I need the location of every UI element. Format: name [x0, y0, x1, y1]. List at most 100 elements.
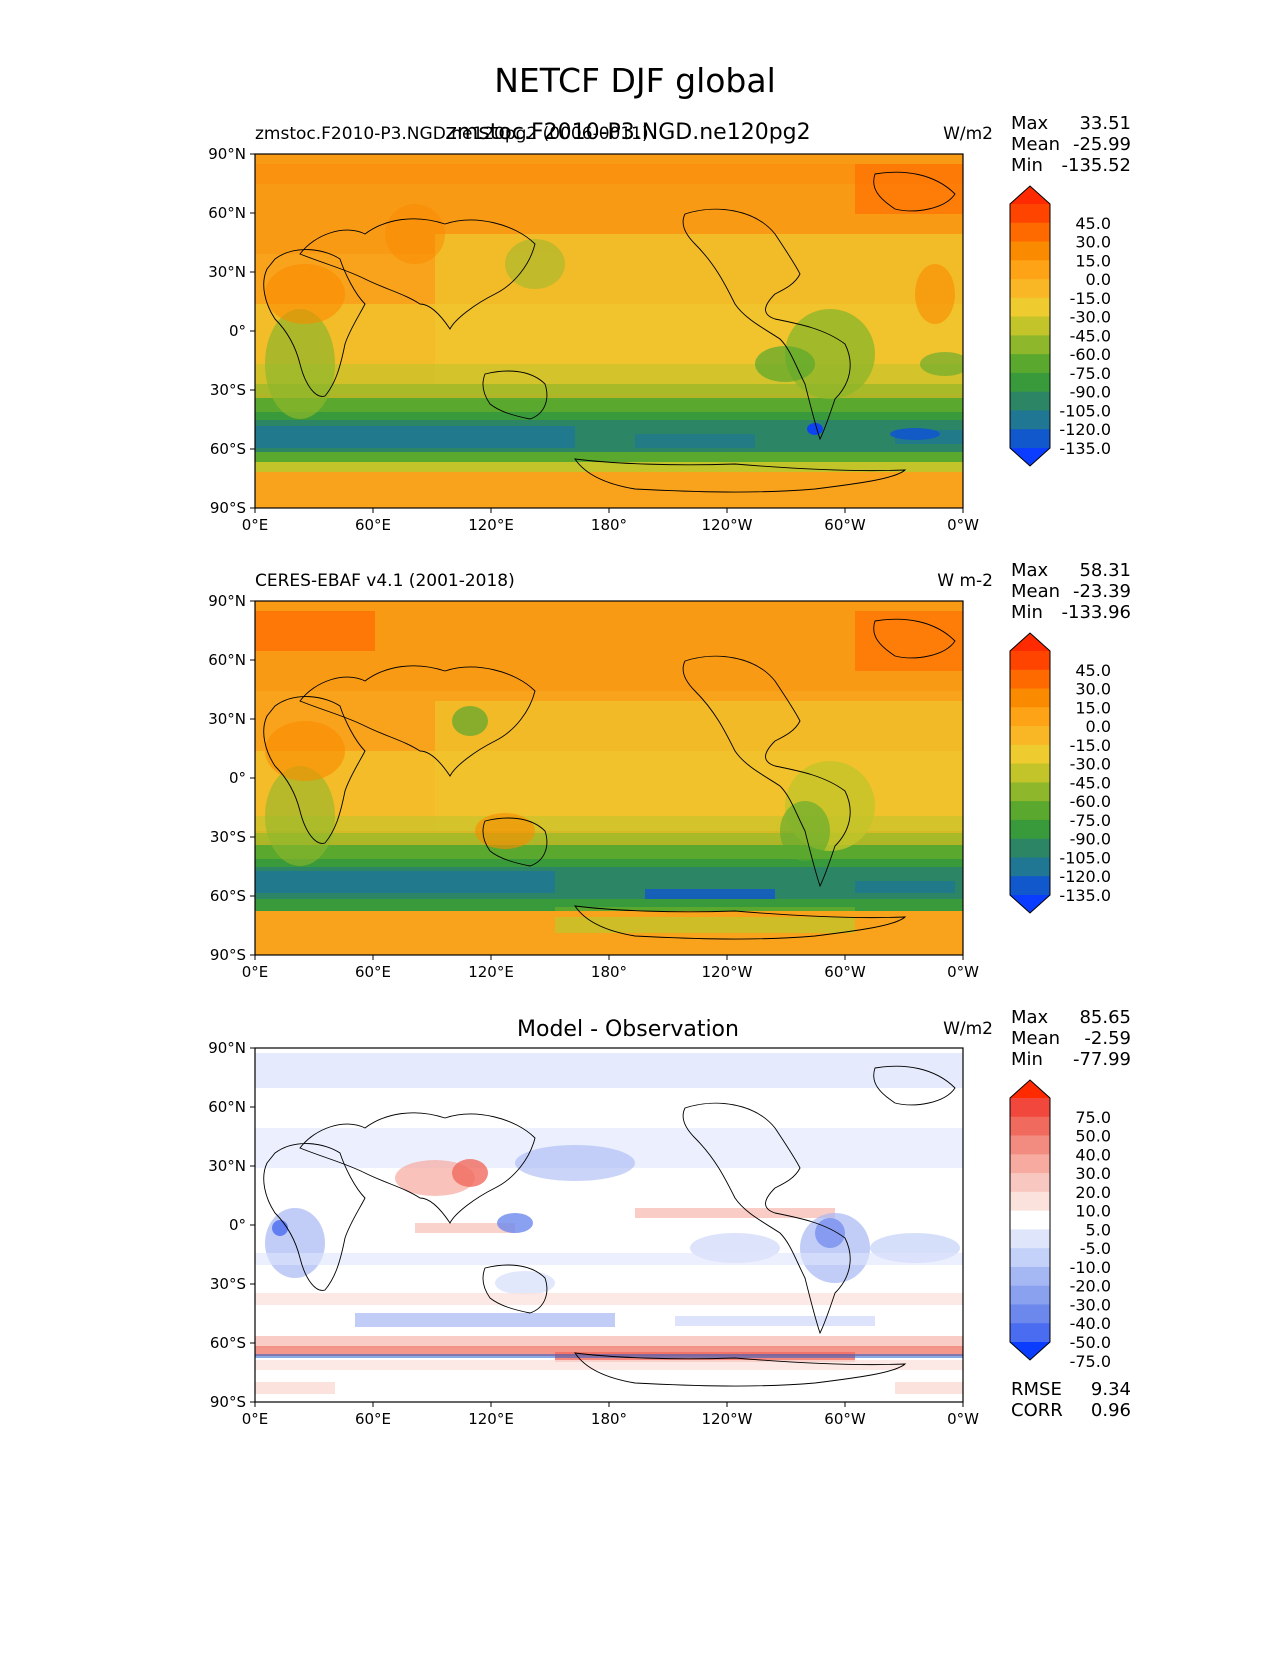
lon-tick-label: 120°E	[468, 963, 514, 981]
colorbar-label: 0.0	[1086, 270, 1111, 289]
panel-model: zmstoc.F2010-P3.NGD.ne120pg2 (0006-0011)…	[254, 120, 993, 509]
stat-value: 85.65	[1079, 1007, 1131, 1028]
colorbar-segment	[1010, 391, 1050, 411]
panel-model-subtitle: zmstoc.F2010-P3.NGD.ne120pg2 (0006-0011)	[255, 124, 649, 144]
stat-label: Min	[1011, 1049, 1043, 1070]
colorbar-segment	[1010, 763, 1050, 783]
panel-model-stats: Max 33.51 Mean -25.99 Min -135.52	[1011, 113, 1131, 176]
stat-value: -77.99	[1073, 1049, 1131, 1070]
colorbar-label: -20.0	[1070, 1277, 1111, 1296]
colorbar-label: -45.0	[1070, 773, 1111, 792]
colorbar-label: -30.0	[1070, 1295, 1111, 1314]
colorbar-segment	[1010, 1304, 1050, 1324]
colorbar-segment	[1010, 1191, 1050, 1212]
colorbar-label: 50.0	[1075, 1127, 1111, 1146]
lat-tick-label: 0°	[229, 1216, 246, 1234]
stat-label: Max	[1011, 113, 1049, 134]
stat-label: Mean	[1011, 134, 1060, 155]
panel-model-map	[254, 153, 964, 509]
lat-tick-label: 30°N	[208, 1157, 246, 1175]
colorbar-segment	[1010, 204, 1050, 224]
colorbar-extend-max	[1010, 186, 1050, 204]
panel-model-title: zmstoc.F2010-P3.NGD.ne120pg2	[445, 120, 810, 145]
colorbar-segment	[1010, 354, 1050, 374]
panel-diff-units: W/m2	[943, 1019, 993, 1039]
colorbar-segment	[1010, 857, 1050, 877]
stat-label: Min	[1011, 602, 1043, 623]
lat-tick-label: 30°S	[210, 828, 246, 846]
colorbar-label: -75.0	[1070, 811, 1111, 830]
panel-diff: Model - Observation W/m2	[254, 1017, 993, 1403]
colorbar-outline	[1009, 632, 1051, 914]
colorbar-label: -135.0	[1059, 439, 1111, 458]
lon-tick-label: 120°E	[468, 516, 514, 534]
colorbar-segment	[1010, 297, 1050, 318]
colorbar-segment	[1010, 241, 1050, 261]
colorbar-label: -90.0	[1070, 830, 1111, 849]
colorbar-label: 5.0	[1086, 1220, 1111, 1239]
colorbar-segment	[1010, 819, 1050, 840]
colorbar-extend-max	[1010, 633, 1050, 651]
colorbar-label: 15.0	[1075, 698, 1111, 717]
panel-model-colorbar: 45.030.015.00.0-15.0-30.0-45.0-60.0-75.0…	[1009, 185, 1111, 467]
lon-tick-label: 0°W	[947, 1410, 979, 1428]
panel-obs-axes: 90°N 60°N 30°N 0° 30°S 60°S 90°S0°E 60°E 120°E 18…	[208, 592, 979, 981]
panel-diff-title: Model - Observation	[517, 1017, 739, 1042]
lon-tick-label: 0°E	[242, 1410, 269, 1428]
lat-tick-label: 30°S	[210, 1275, 246, 1293]
colorbar-segment	[1010, 1248, 1050, 1268]
stat-label: RMSE	[1011, 1379, 1062, 1400]
colorbar-label: -30.0	[1070, 308, 1111, 327]
colorbar-label: -30.0	[1070, 755, 1111, 774]
lon-tick-label: 60°E	[355, 1410, 391, 1428]
stat-value: 33.51	[1079, 113, 1131, 134]
lon-tick-label: 0°W	[947, 963, 979, 981]
colorbar-label: -5.0	[1080, 1239, 1111, 1258]
colorbar-label: -120.0	[1059, 420, 1111, 439]
colorbar-extend-min	[1010, 448, 1050, 466]
panel-diff-map	[254, 1047, 964, 1403]
colorbar-segment	[1010, 726, 1050, 746]
lat-tick-label: 90°N	[208, 145, 246, 163]
colorbar-segment	[1010, 744, 1050, 765]
stat-label: Max	[1011, 560, 1049, 581]
colorbar-label: 45.0	[1075, 214, 1111, 233]
panel-model-coastlines	[263, 171, 956, 493]
lat-tick-label: 90°N	[208, 592, 246, 610]
colorbar-segment	[1010, 335, 1050, 355]
colorbar-label: -15.0	[1070, 736, 1111, 755]
colorbar-segment	[1010, 1285, 1050, 1305]
colorbar-segment	[1010, 1323, 1050, 1343]
colorbar-segment	[1010, 279, 1050, 299]
panel-diff-extra-stats: RMSE 9.34 CORR 0.96	[1011, 1379, 1131, 1421]
panel-model-units: W/m2	[943, 124, 993, 144]
colorbar-label: -40.0	[1070, 1314, 1111, 1333]
stat-label: Max	[1011, 1007, 1049, 1028]
colorbar-label: 10.0	[1075, 1202, 1111, 1221]
colorbar-segment	[1010, 688, 1050, 708]
colorbar-segment	[1010, 260, 1050, 280]
stat-value: -133.96	[1062, 602, 1131, 623]
lat-tick-label: 60°N	[208, 204, 246, 222]
lon-tick-label: 180°	[591, 516, 627, 534]
colorbar-segment	[1010, 782, 1050, 802]
colorbar-segment	[1010, 669, 1050, 690]
lat-tick-label: 60°N	[208, 1098, 246, 1116]
stat-value: -25.99	[1073, 134, 1131, 155]
colorbar-label: 40.0	[1075, 1145, 1111, 1164]
colorbar-label: -105.0	[1059, 848, 1111, 867]
panel-obs-coastlines	[263, 618, 956, 940]
colorbar-label: -60.0	[1070, 345, 1111, 364]
lon-tick-label: 120°W	[702, 963, 753, 981]
lon-tick-label: 0°W	[947, 516, 979, 534]
stat-label: Mean	[1011, 1028, 1060, 1049]
stat-value: 9.34	[1091, 1379, 1131, 1400]
panel-obs: CERES-EBAF v4.1 (2001-2018) W m-2	[254, 571, 993, 956]
panel-diff-colorbar: 75.050.040.030.020.010.05.0-5.0-10.0-20.…	[1009, 1079, 1111, 1371]
colorbar-segment	[1010, 707, 1050, 727]
stat-value: -135.52	[1062, 155, 1131, 176]
colorbar-label: -105.0	[1059, 401, 1111, 420]
colorbar-label: -45.0	[1070, 326, 1111, 345]
lon-tick-label: 60°E	[355, 963, 391, 981]
